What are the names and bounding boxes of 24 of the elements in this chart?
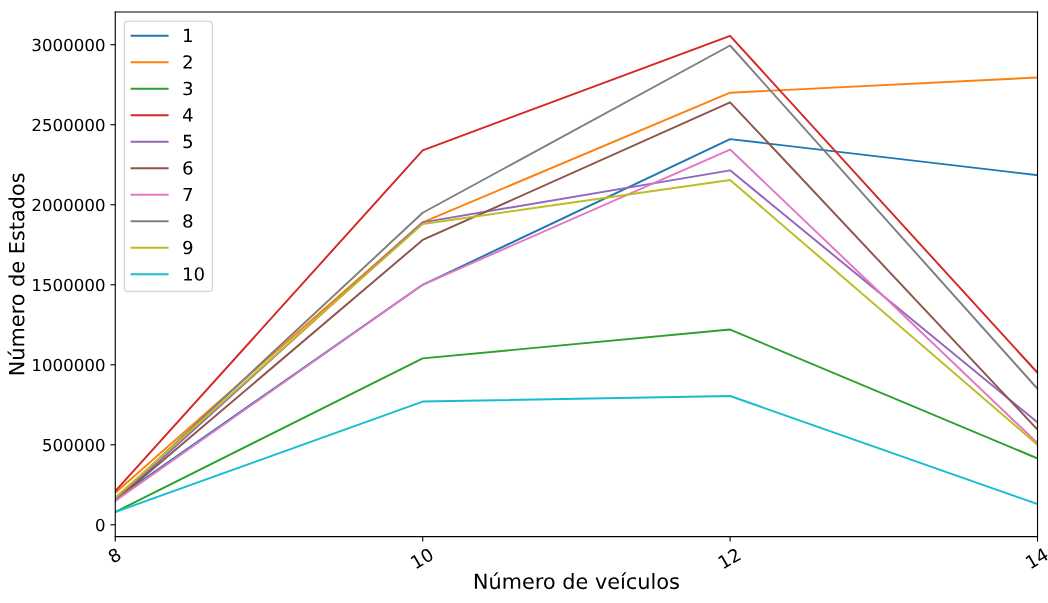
line-series bbox=[115, 328, 1038, 513]
y-tick-label: 0 bbox=[96, 518, 105, 532]
legend-label: 7 bbox=[183, 187, 193, 202]
legend-label: 5 bbox=[183, 134, 192, 149]
legend-label: 3 bbox=[183, 81, 193, 96]
x-tick-label: 8 bbox=[107, 547, 122, 564]
legend-label: 4 bbox=[182, 108, 193, 122]
legend-label: 2 bbox=[183, 55, 192, 69]
y-tick-label: 1000000 bbox=[33, 358, 105, 372]
y-tick-label: 3000000 bbox=[32, 38, 105, 52]
y-tick-label: 1500000 bbox=[33, 278, 105, 292]
legend-label: 1 bbox=[184, 28, 192, 43]
y-tick-label: 500000 bbox=[43, 438, 105, 452]
legend-label: 9 bbox=[183, 240, 193, 255]
legend-label: 6 bbox=[183, 161, 193, 175]
x-tick-label: 12 bbox=[717, 547, 741, 569]
x-tick-label: 10 bbox=[410, 547, 435, 569]
y-axis-title: Número de Estados bbox=[7, 173, 25, 375]
legend-label: 8 bbox=[183, 214, 193, 228]
y-tick-label: 2000000 bbox=[32, 198, 105, 212]
y-tick-label: 2500000 bbox=[32, 118, 105, 132]
line-series bbox=[115, 395, 1038, 513]
x-axis-title: Número de veículos bbox=[474, 572, 679, 590]
legend-label: 10 bbox=[184, 267, 204, 281]
